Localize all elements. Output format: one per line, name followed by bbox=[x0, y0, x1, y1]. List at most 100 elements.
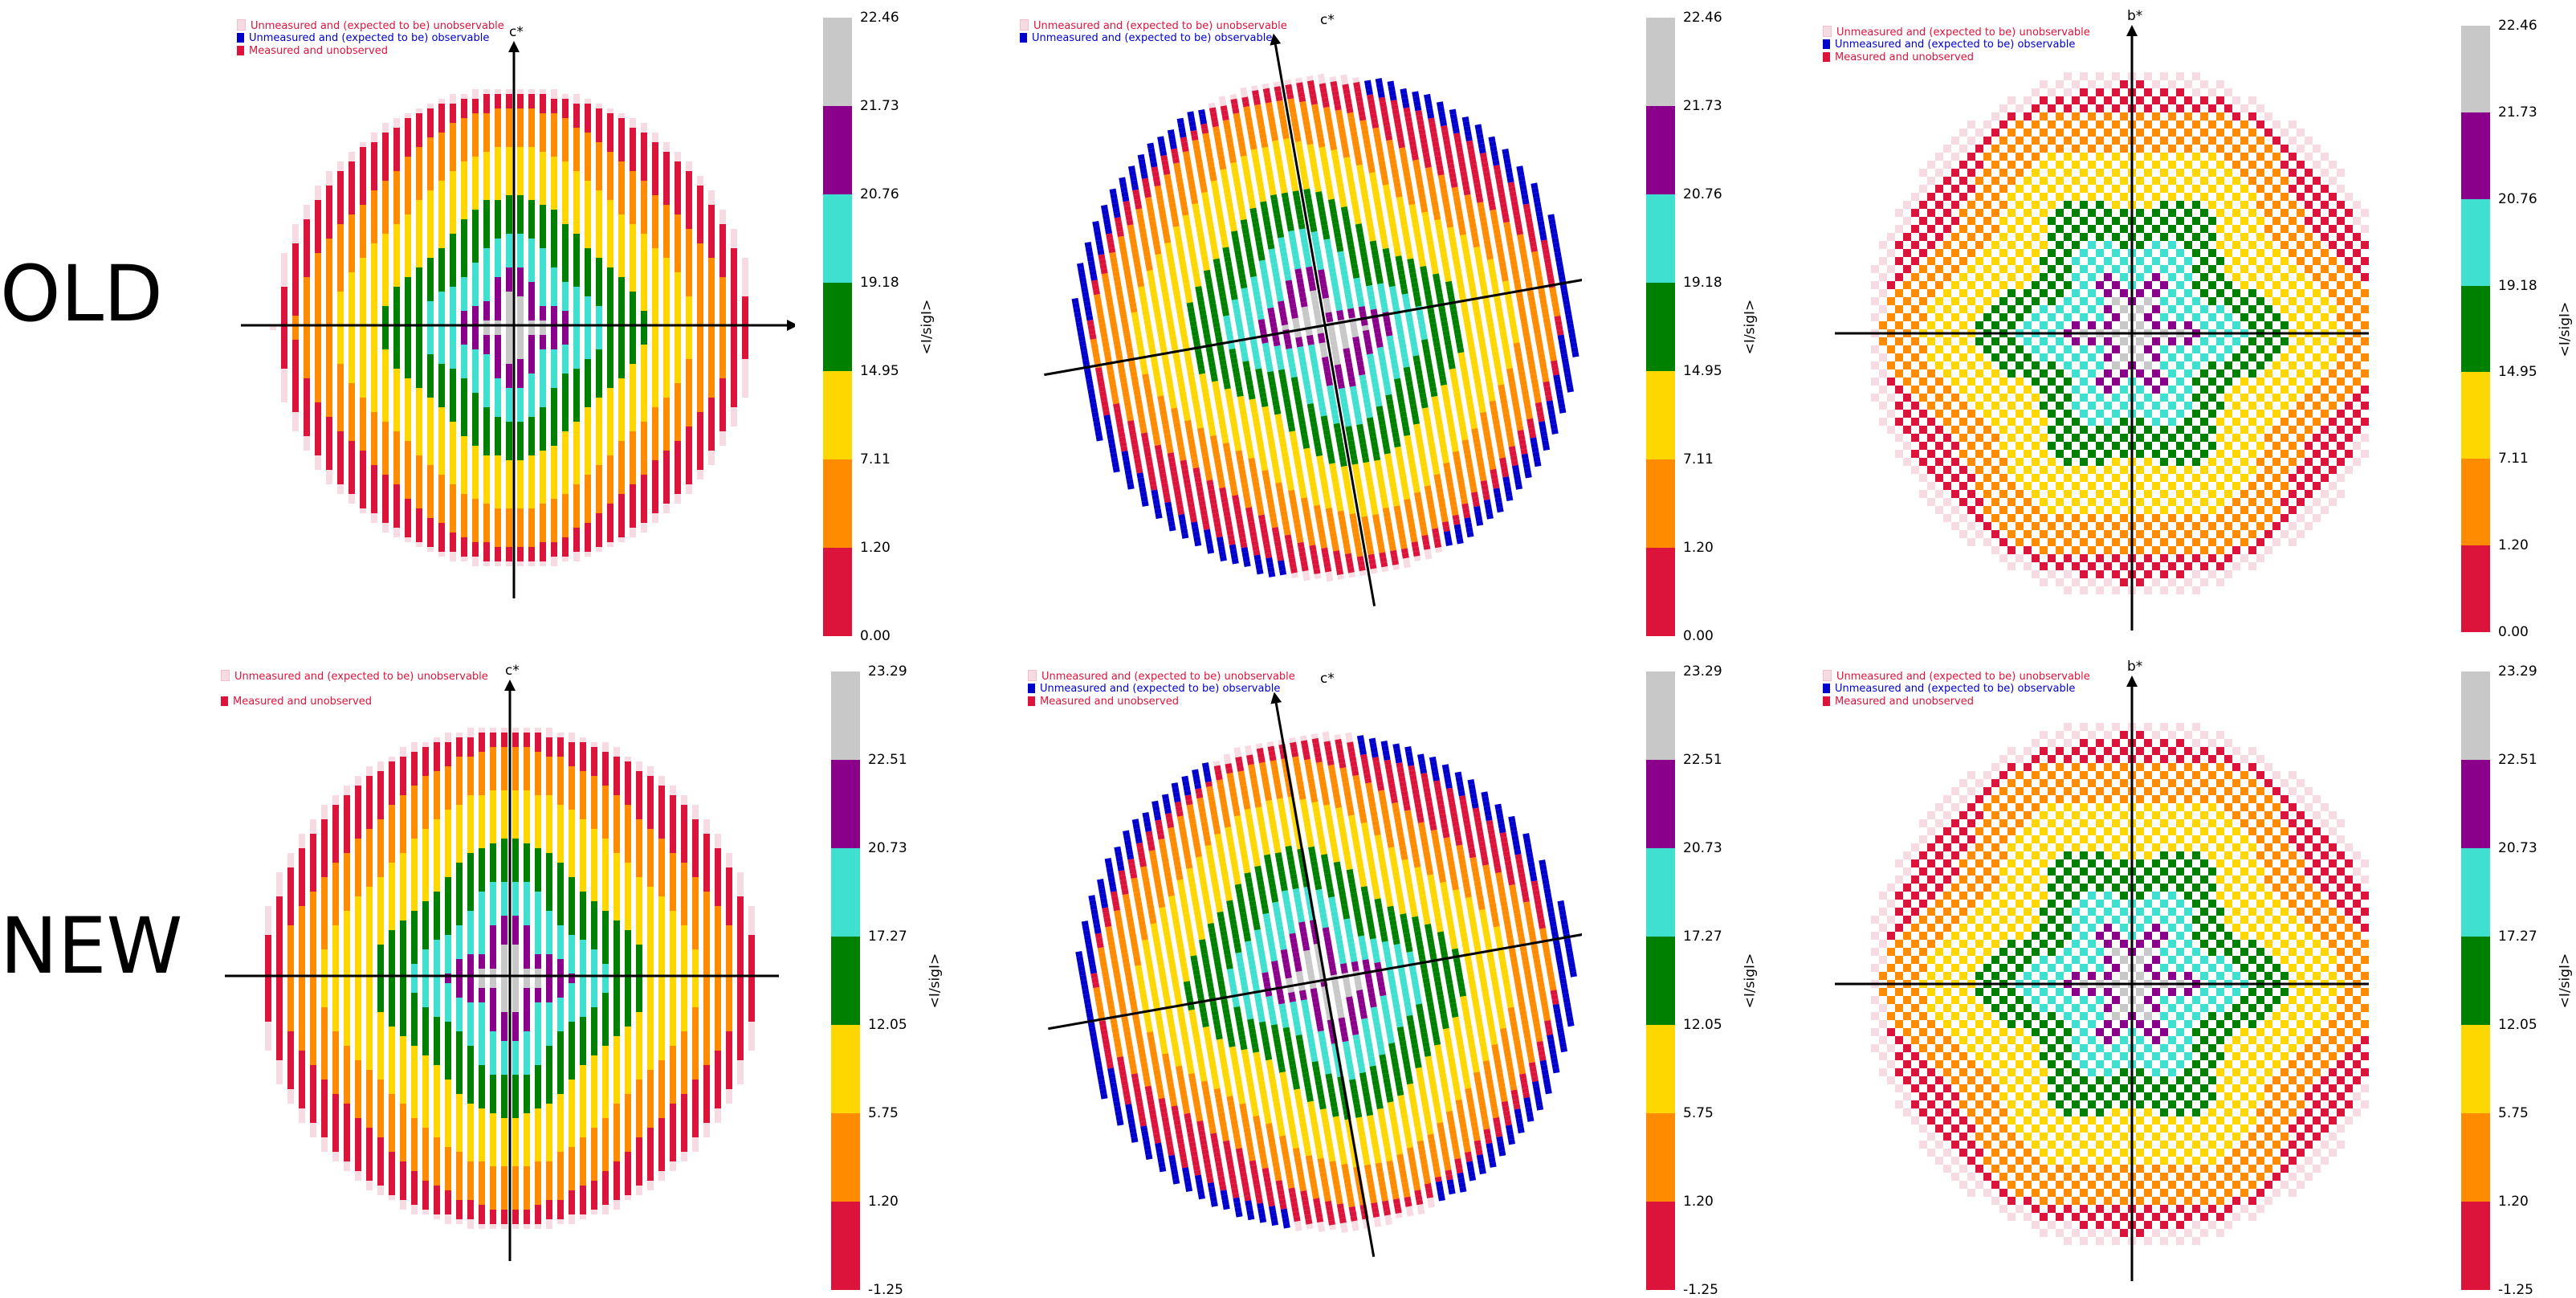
heatmap-cell bbox=[551, 441, 557, 446]
heatmap-cell bbox=[495, 311, 501, 316]
heatmap-cell bbox=[450, 296, 456, 301]
heatmap-cell bbox=[438, 422, 445, 427]
heatmap-cell bbox=[304, 436, 310, 441]
heatmap-cell bbox=[506, 470, 512, 475]
heatmap-cell bbox=[461, 253, 467, 258]
heatmap-cell bbox=[483, 108, 490, 113]
heatmap-cell bbox=[551, 186, 557, 190]
heatmap-cell bbox=[315, 316, 321, 320]
heatmap-cell bbox=[371, 161, 377, 166]
heatmap-cell bbox=[438, 137, 445, 142]
heatmap-cell bbox=[697, 427, 703, 431]
heatmap-cell bbox=[551, 123, 557, 128]
heatmap-cell bbox=[438, 364, 445, 369]
heatmap-cell bbox=[719, 340, 726, 345]
heatmap-cell bbox=[708, 296, 715, 301]
heatmap-cell bbox=[641, 171, 647, 176]
heatmap-cell bbox=[371, 176, 377, 181]
heatmap-cell bbox=[675, 431, 681, 436]
heatmap-cell bbox=[427, 205, 434, 210]
heatmap-cell bbox=[573, 427, 580, 431]
heatmap-cell bbox=[382, 123, 389, 128]
heatmap-cell bbox=[382, 258, 389, 263]
heatmap-cell bbox=[506, 248, 512, 253]
heatmap-cell bbox=[495, 267, 501, 272]
heatmap-cell bbox=[652, 316, 658, 320]
heatmap-cell bbox=[393, 504, 400, 508]
heatmap-cell bbox=[416, 480, 422, 484]
heatmap-cell bbox=[416, 282, 422, 287]
heatmap-cell bbox=[652, 253, 658, 258]
heatmap-cell bbox=[562, 118, 569, 123]
heatmap-cell bbox=[348, 455, 355, 460]
heatmap-cell bbox=[551, 306, 557, 311]
heatmap-cell bbox=[663, 508, 670, 513]
heatmap-cell bbox=[573, 393, 580, 398]
heatmap-cell bbox=[371, 354, 377, 359]
heatmap-cell bbox=[585, 292, 591, 296]
heatmap-cell bbox=[427, 335, 434, 340]
heatmap-cell bbox=[326, 272, 332, 277]
heatmap-cell bbox=[562, 287, 569, 292]
heatmap-cell bbox=[393, 181, 400, 186]
heatmap-cell bbox=[472, 518, 479, 523]
heatmap-cell bbox=[326, 402, 332, 407]
heatmap-cell bbox=[573, 364, 580, 369]
heatmap-cell bbox=[483, 239, 490, 243]
heatmap-cell bbox=[697, 224, 703, 229]
heatmap-cell bbox=[427, 427, 434, 431]
heatmap-cell bbox=[719, 219, 726, 224]
heatmap-cell bbox=[472, 330, 479, 335]
heatmap-cell bbox=[315, 441, 321, 446]
heatmap-cell bbox=[607, 113, 613, 118]
heatmap-cell bbox=[585, 393, 591, 398]
heatmap-cell bbox=[551, 436, 557, 441]
heatmap-cell bbox=[337, 455, 344, 460]
heatmap-cell bbox=[540, 263, 546, 267]
heatmap-cell bbox=[528, 94, 535, 99]
heatmap-cell bbox=[652, 258, 658, 263]
heatmap-cell bbox=[438, 465, 445, 470]
heatmap-cell bbox=[393, 133, 400, 137]
heatmap-cell bbox=[630, 234, 636, 239]
heatmap-cell bbox=[393, 118, 400, 123]
heatmap-cell bbox=[585, 330, 591, 335]
heatmap-cell bbox=[427, 248, 434, 253]
heatmap-cell bbox=[506, 306, 512, 311]
heatmap-cell bbox=[562, 330, 569, 335]
heatmap-cell bbox=[371, 186, 377, 190]
heatmap-cell bbox=[506, 108, 512, 113]
heatmap-cell bbox=[461, 373, 467, 378]
heatmap-cell bbox=[393, 460, 400, 465]
heatmap-cell bbox=[540, 89, 546, 94]
heatmap-cell bbox=[472, 451, 479, 455]
heatmap-cell bbox=[618, 402, 625, 407]
heatmap-cell bbox=[393, 436, 400, 441]
heatmap-cell bbox=[585, 210, 591, 214]
heatmap-cell bbox=[461, 455, 467, 460]
heatmap-cell bbox=[416, 316, 422, 320]
heatmap-cell bbox=[506, 552, 512, 557]
heatmap-cell bbox=[708, 229, 715, 234]
heatmap-cell bbox=[708, 224, 715, 229]
heatmap-cell bbox=[641, 359, 647, 364]
heatmap-cell bbox=[483, 282, 490, 287]
heatmap-cell bbox=[686, 412, 692, 417]
heatmap-cell bbox=[585, 306, 591, 311]
heatmap-cell bbox=[641, 152, 647, 157]
heatmap-cell bbox=[281, 272, 287, 277]
heatmap-cell bbox=[326, 234, 332, 239]
heatmap-cell bbox=[416, 243, 422, 248]
colorbar-tick-label: 22.46 bbox=[860, 10, 899, 26]
heatmap-cell bbox=[292, 248, 299, 253]
heatmap-cell bbox=[348, 499, 355, 504]
heatmap-cell bbox=[652, 301, 658, 306]
heatmap-cell bbox=[630, 239, 636, 243]
heatmap-cell bbox=[686, 287, 692, 292]
heatmap-cell bbox=[292, 292, 299, 296]
heatmap-cell bbox=[472, 542, 479, 547]
heatmap-cell bbox=[607, 364, 613, 369]
heatmap-cell bbox=[472, 465, 479, 470]
heatmap-cell bbox=[427, 157, 434, 161]
heatmap-cell bbox=[371, 412, 377, 417]
